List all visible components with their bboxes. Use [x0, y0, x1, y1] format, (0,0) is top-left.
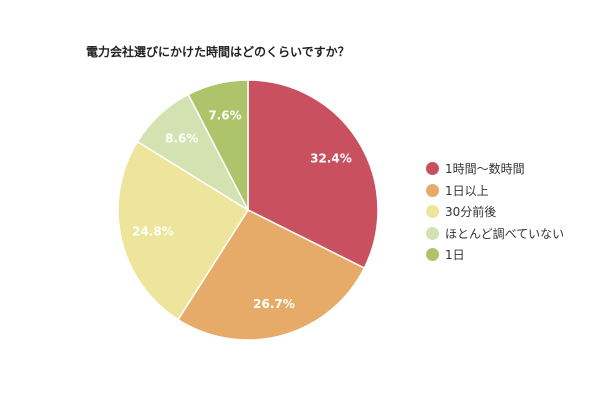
legend-marker — [426, 226, 439, 240]
slice-data-label: 24.8% — [132, 225, 174, 239]
slice-data-label: 8.6% — [165, 131, 198, 145]
slice-data-label: 26.7% — [253, 297, 295, 311]
legend-label: 1日 — [445, 248, 465, 263]
legend-marker — [426, 162, 439, 176]
legend-marker — [426, 248, 439, 262]
legend-label: 1時間～数時間 — [445, 162, 525, 177]
legend-item: 1日 — [426, 244, 564, 266]
legend-item: 30分前後 — [426, 201, 564, 223]
legend-item: 1日以上 — [426, 180, 564, 202]
chart-title: 電力会社選びにかけた時間はどのくらいですか？ — [86, 45, 350, 59]
legend-marker — [426, 205, 439, 219]
legend-label: 30分前後 — [445, 205, 497, 220]
legend-item: ほとんど調べていない — [426, 223, 564, 245]
legend-marker — [426, 183, 439, 197]
legend: 1時間～数時間 1日以上 30分前後ほとんど調べていない 1日 — [426, 158, 564, 266]
pie-slice — [247, 79, 379, 270]
legend-label: ほとんど調べていない — [445, 226, 565, 241]
legend-label: 1日以上 — [445, 183, 489, 198]
slice-data-label: 7.6% — [208, 108, 241, 122]
pie-slice — [187, 79, 249, 211]
slice-data-label: 32.4% — [310, 152, 352, 166]
legend-item: 1時間～数時間 — [426, 158, 564, 180]
pie-slice — [177, 209, 366, 341]
pie-slice — [117, 140, 250, 321]
